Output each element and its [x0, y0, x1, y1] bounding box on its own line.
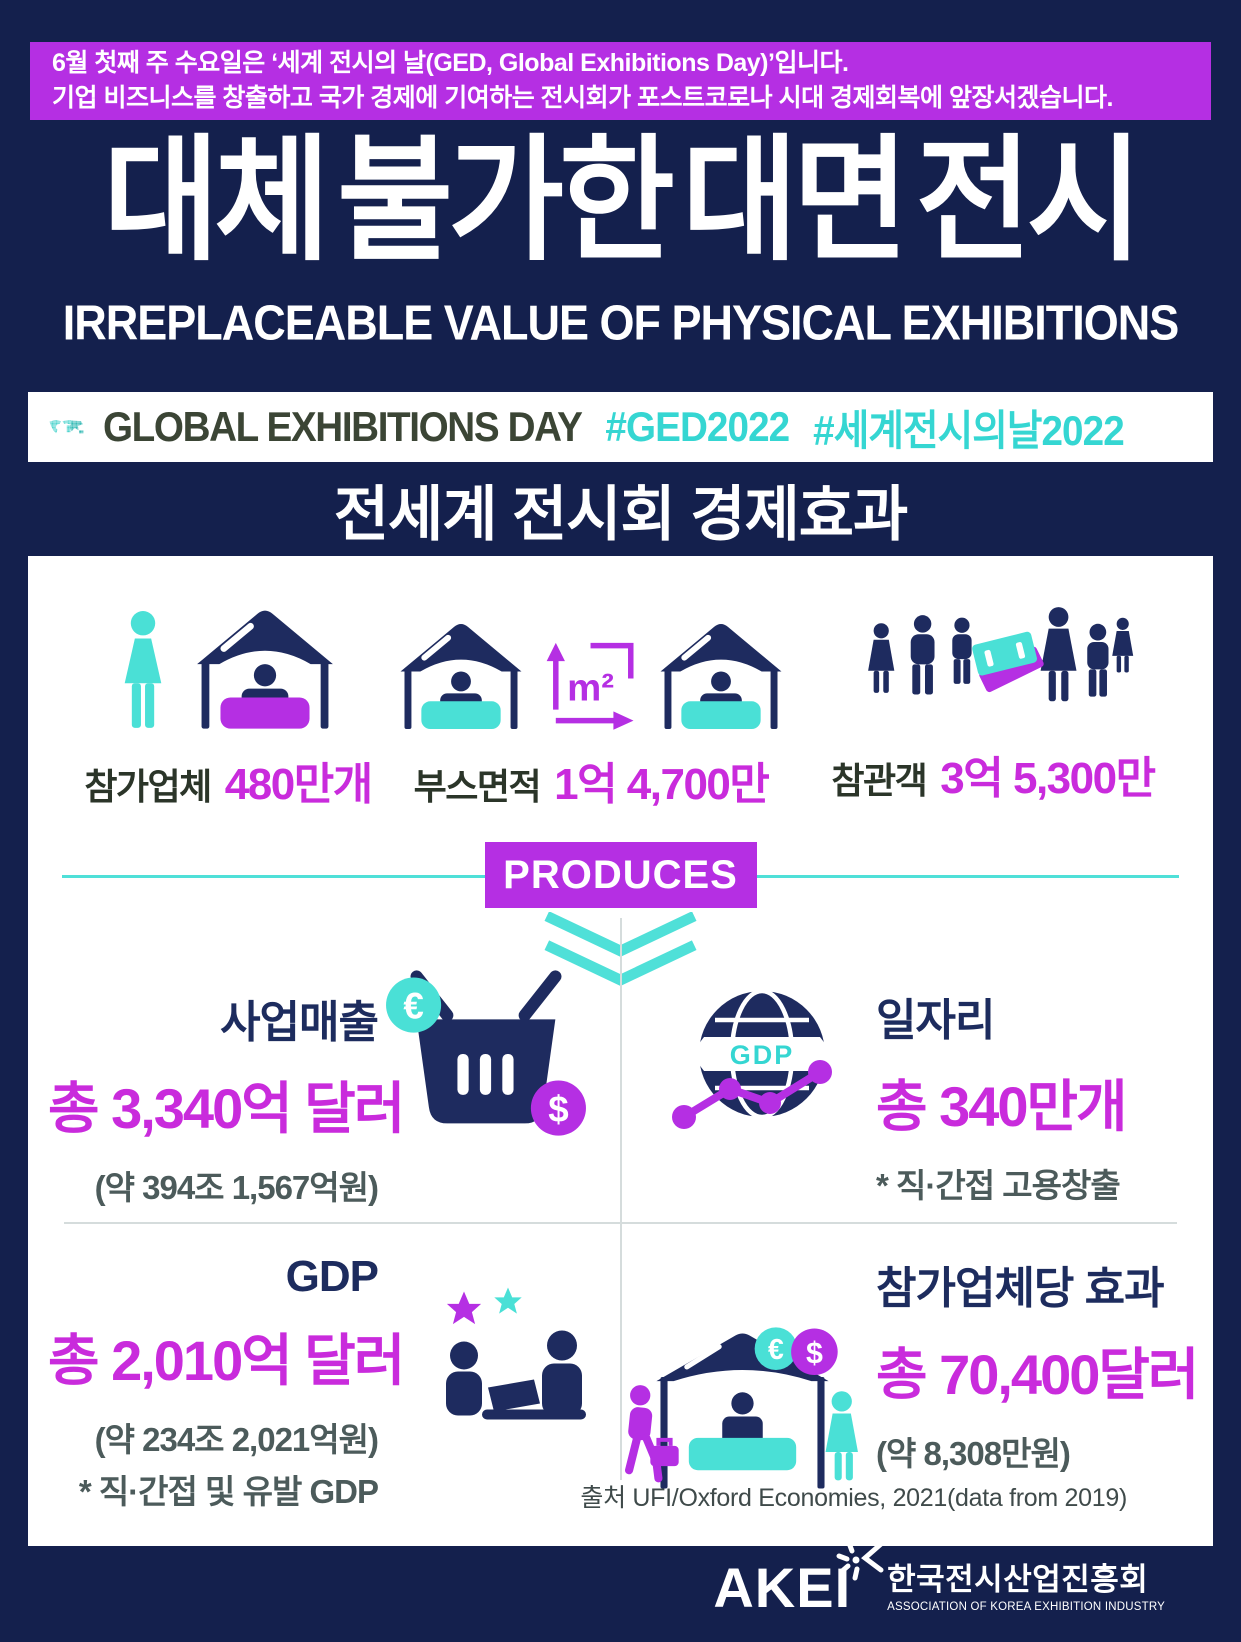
per-exhibitor-note: (약 8,308만원) — [876, 1435, 1071, 1472]
intro-banner-line2: 기업 비즈니스를 창출하고 국가 경제에 기여하는 전시회가 포스트코로나 시대… — [52, 84, 1113, 112]
akei-logo: AKEI 한국전시산업진흥회 ASSOCIATION OF KOREA EXHI… — [713, 1540, 1165, 1616]
quadrant-sales: 사업매출 총 3,340억 달러 (약 394조 1,567억원) — [48, 986, 405, 1209]
stat-exhibitors-icons — [112, 600, 344, 732]
sales-note: (약 394조 1,567억원) — [94, 1169, 379, 1206]
euro-coin-icon — [754, 1327, 798, 1370]
ged-hashtag-kr: #세계전시의날2022 — [813, 406, 1126, 454]
dollar-coin-icon — [791, 1328, 838, 1376]
booth-tent-icon — [197, 610, 333, 729]
square-meter-icon: m² — [546, 642, 634, 730]
business-meeting-icon — [446, 1287, 586, 1420]
quadrant-per-exhibitor: 참가업체당 효과 총 70,400달러 (약 8,308만원) — [876, 1252, 1199, 1475]
ged-hashtag-en: #GED2022 — [605, 403, 791, 450]
star-icon — [446, 1291, 482, 1325]
jobs-value: 총 340만개 — [876, 1075, 1128, 1138]
org-names: 한국전시산업진흥회 ASSOCIATION OF KOREA EXHIBITIO… — [887, 1561, 1165, 1614]
stat-exhibitors: 참가업체 480만개 — [63, 600, 393, 812]
booth-tent-icon — [400, 623, 522, 730]
quadrant-jobs: 일자리 총 340만개 * 직·간접 고용창출 — [876, 984, 1128, 1207]
per-exhibitor-value: 총 70,400달러 — [876, 1343, 1199, 1406]
sales-value: 총 3,340억 달러 — [48, 1077, 405, 1140]
gdp-note: (약 234조 2,021억원) — [94, 1421, 379, 1458]
ged-title: GLOBAL EXHIBITIONS DAY — [103, 403, 583, 450]
euro-coin-icon — [386, 977, 442, 1033]
stat-visitors-label: 참관객 — [831, 760, 927, 801]
akei-wordmark: AKEI — [713, 1556, 852, 1619]
walking-exhibitor-icon — [625, 1385, 679, 1483]
euro-symbol: € — [403, 985, 423, 1026]
dollar-symbol: $ — [548, 1088, 568, 1129]
dollar-symbol: $ — [806, 1336, 823, 1370]
produces-badge: PRODUCES — [484, 842, 757, 908]
world-map-icon — [49, 420, 84, 434]
source-citation: 출처 UFI/Oxford Economies, 2021(data from … — [580, 1484, 1127, 1512]
vertical-divider — [620, 918, 622, 1480]
square-meter-label: m² — [567, 666, 614, 709]
intro-banner-line1: 6월 첫째 주 수요일은 ‘세계 전시의 날(GED, Global Exhib… — [52, 49, 849, 77]
section-title: 전세계 전시회 경제효과 — [333, 481, 908, 548]
intro-banner: 6월 첫째 주 수요일은 ‘세계 전시의 날(GED, Global Exhib… — [30, 42, 1211, 120]
stat-booth-area-icons: m² — [391, 600, 791, 732]
euro-symbol: € — [768, 1334, 784, 1366]
subtitle-english: IRREPLACEABLE VALUE OF PHYSICAL EXHIBITI… — [62, 294, 1179, 351]
shopping-basket-icon: € $ — [386, 970, 586, 1136]
stat-booth-area: m² 부스면적 1억 4,700만 — [396, 600, 786, 812]
gdp-note2: * 직·간접 및 유발 GDP — [78, 1473, 379, 1510]
stat-exhibitors-value: 480만개 — [224, 760, 373, 809]
org-name-korean: 한국전시산업진흥회 — [887, 1561, 1149, 1597]
gdp-value: 총 2,010억 달러 — [48, 1329, 405, 1392]
stat-exhibitors-label: 참가업체 — [84, 766, 212, 807]
exhibitor-person-icon — [124, 611, 162, 728]
star-icon — [494, 1287, 522, 1314]
stat-booth-area-value: 1억 4,700만 — [554, 760, 770, 809]
stat-visitors: 참관객 3억 5,300만 — [793, 594, 1193, 806]
jobs-heading: 일자리 — [876, 996, 995, 1045]
ged-strip: GLOBAL EXHIBITIONS DAY #GED2022 #세계전시의날2… — [28, 392, 1213, 462]
visitor-woman-icon — [825, 1391, 858, 1481]
stat-visitors-value: 3억 5,300만 — [940, 754, 1156, 803]
stat-booth-area-label: 부스면적 — [413, 766, 542, 807]
akei-wordmark-wrap: AKEI — [713, 1540, 884, 1616]
main-title: 대체 불가한 대면 전시 — [103, 124, 1142, 277]
org-name-english: ASSOCIATION OF KOREA EXHIBITION INDUSTRY — [887, 1601, 1165, 1614]
tickets-icon — [972, 631, 1044, 693]
booth-tent-icon — [660, 623, 782, 730]
stat-visitors-icons — [798, 594, 1188, 726]
sparkle-icon — [836, 1540, 884, 1581]
quadrant-gdp: GDP 총 2,010억 달러 (약 234조 2,021억원) * 직·간접 … — [48, 1252, 405, 1513]
gdp-heading: GDP — [285, 1252, 379, 1301]
booth-visitors-icon: € $ — [625, 1327, 858, 1489]
ged-texts: GLOBAL EXHIBITIONS DAY #GED2022 #세계전시의날2… — [103, 397, 1126, 458]
horizontal-divider — [64, 1222, 1177, 1224]
content-card: 참가업체 480만개 — [28, 556, 1213, 1546]
globe-gdp-icon: GDP — [672, 988, 833, 1129]
globe-gdp-label: GDP — [730, 1040, 795, 1070]
sales-heading: 사업매출 — [220, 998, 379, 1047]
per-exhibitor-heading: 참가업체당 효과 — [876, 1264, 1165, 1313]
visitors-crowd-icon — [868, 607, 1134, 702]
jobs-note: * 직·간접 고용창출 — [876, 1167, 1121, 1204]
dollar-coin-icon — [530, 1080, 586, 1136]
